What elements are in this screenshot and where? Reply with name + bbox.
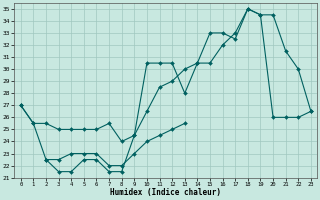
X-axis label: Humidex (Indice chaleur): Humidex (Indice chaleur) bbox=[110, 188, 221, 197]
